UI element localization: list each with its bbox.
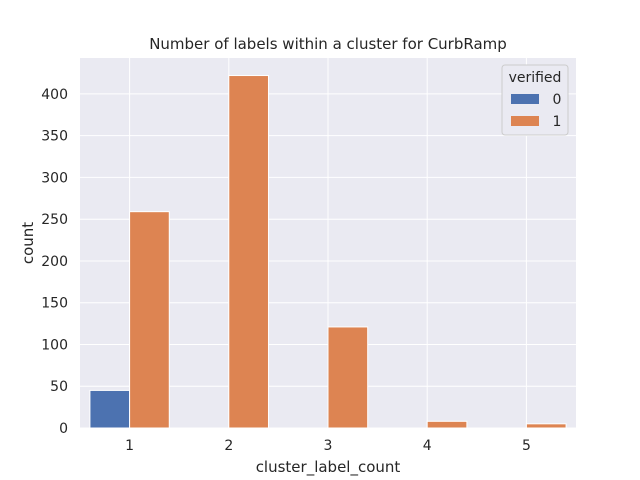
legend-entries: 01	[511, 92, 561, 130]
y-tick-label: 100	[41, 337, 68, 353]
x-tick-labels: 1 2 3 4 5	[125, 438, 531, 454]
x-tick-label: 3	[324, 438, 333, 454]
x-tick-label: 5	[522, 438, 531, 454]
bar-verified-1-cat-5	[525, 423, 567, 429]
y-tick-labels: 0 50 100 150 200 250 300 350 400	[41, 87, 68, 437]
y-tick-label: 250	[41, 212, 68, 228]
x-axis-label: cluster_label_count	[256, 458, 401, 477]
bar-verified-1-cat-1	[129, 211, 170, 429]
x-tick-label: 4	[423, 438, 432, 454]
x-tick-label: 1	[125, 438, 134, 454]
legend: verified 01	[501, 64, 569, 136]
legend-swatch-0	[511, 94, 539, 104]
bar-verified-1-cat-3	[327, 326, 369, 429]
y-tick-label: 200	[41, 254, 68, 270]
legend-label-1: 1	[553, 114, 562, 130]
y-axis-label: count	[19, 222, 37, 264]
bars	[89, 75, 567, 429]
y-tick-label: 300	[41, 170, 68, 186]
y-tick-label: 50	[50, 379, 68, 395]
y-tick-label: 150	[41, 296, 68, 312]
legend-title: verified	[509, 70, 562, 86]
bar-verified-1-cat-2	[228, 75, 269, 429]
bar-verified-0-cat-1	[89, 389, 131, 429]
y-tick-label: 0	[59, 421, 68, 437]
bar-verified-1-cat-4	[426, 420, 468, 429]
x-tick-label: 2	[224, 438, 233, 454]
y-tick-label: 350	[41, 129, 68, 145]
chart-title: Number of labels within a cluster for Cu…	[149, 35, 507, 53]
legend-swatch-1	[511, 116, 539, 126]
y-tick-label: 400	[41, 87, 68, 103]
legend-label-0: 0	[553, 92, 562, 108]
